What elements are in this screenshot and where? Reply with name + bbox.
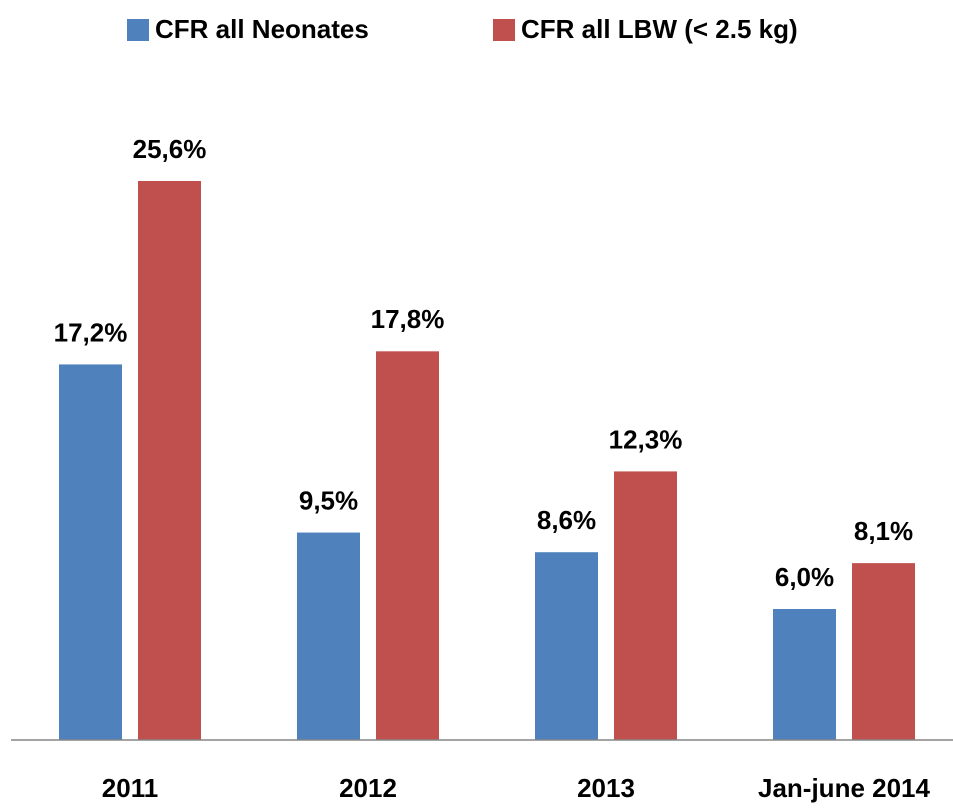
value-label: 8,1%	[854, 516, 913, 546]
bar	[852, 563, 915, 740]
legend-label: CFR all Neonates	[155, 14, 369, 44]
legend-swatch	[493, 19, 515, 41]
legend-swatch	[127, 19, 149, 41]
bar	[773, 608, 836, 740]
bar	[376, 351, 439, 740]
x-tick-label: 2011	[102, 773, 158, 803]
bar	[138, 181, 201, 740]
value-label: 17,8%	[371, 304, 445, 334]
value-label: 6,0%	[775, 562, 834, 592]
value-label: 8,6%	[537, 505, 596, 535]
x-tick-label: Jan-june 2014	[758, 773, 931, 803]
value-label: 12,3%	[609, 424, 683, 454]
value-label: 17,2%	[54, 317, 128, 347]
bar	[297, 532, 360, 740]
x-tick-label: 2012	[339, 773, 397, 803]
bar	[535, 552, 598, 740]
x-tick-label: 2013	[577, 773, 635, 803]
legend-label: CFR all LBW (< 2.5 kg)	[521, 14, 798, 44]
bar	[614, 471, 677, 740]
value-label: 9,5%	[299, 485, 358, 515]
value-label: 25,6%	[133, 134, 207, 164]
bar	[59, 364, 122, 740]
